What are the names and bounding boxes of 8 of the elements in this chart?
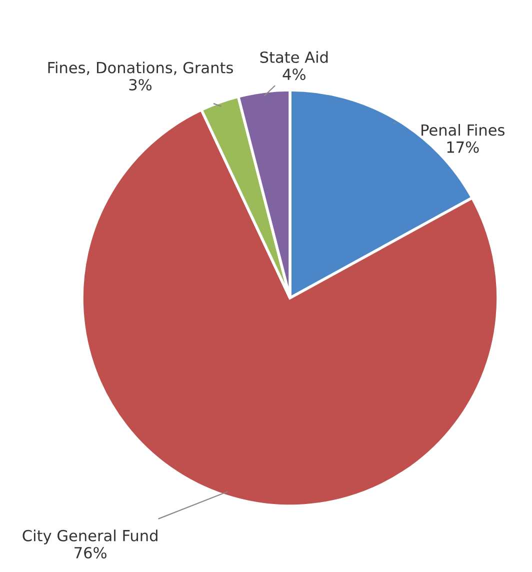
slice-label: State Aid: [260, 51, 328, 63]
data-label: 3%: [129, 78, 152, 91]
data-label: 4%: [282, 68, 306, 80]
slice-label: City General Fund: [22, 530, 158, 544]
data-label: 76%: [74, 546, 106, 559]
slice-label: Fines, Donations, Grants: [48, 62, 233, 75]
data-label: 17%: [447, 141, 479, 153]
slice-label: Penal Fines: [422, 124, 504, 136]
